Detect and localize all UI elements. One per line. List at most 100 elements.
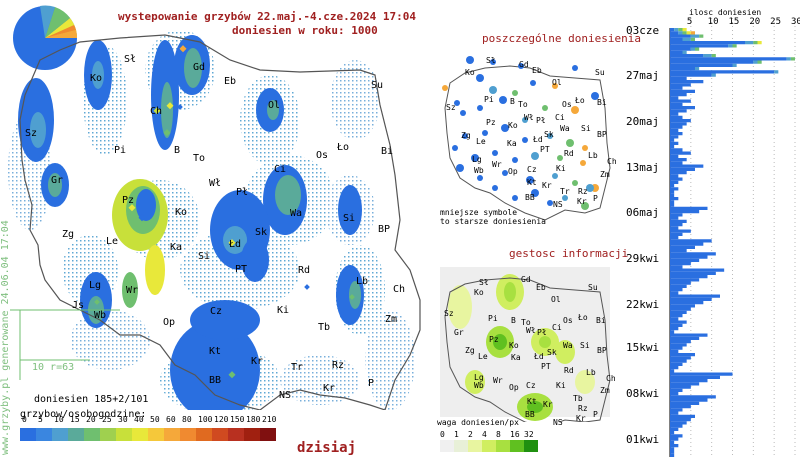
histogram-bar xyxy=(703,54,712,58)
weight-value: 2 xyxy=(468,430,473,439)
histogram-bar xyxy=(774,70,779,74)
histogram-bar xyxy=(670,242,704,246)
city-label: Os xyxy=(562,100,572,109)
histogram-bar xyxy=(757,41,762,45)
histogram-bar xyxy=(670,187,679,191)
city-label: Ko xyxy=(465,68,475,77)
city-label: Wr xyxy=(126,285,139,296)
city-label: Zm xyxy=(600,170,610,179)
city-label: Ło xyxy=(575,96,585,105)
city-label: Eb xyxy=(224,76,237,87)
date-label: 27maj xyxy=(626,69,660,82)
city-label: BB xyxy=(209,375,222,386)
city-label: Kt xyxy=(527,178,537,187)
city-label: Rd xyxy=(564,149,574,158)
histogram-bar xyxy=(670,41,745,45)
x-tick-label: 20 xyxy=(749,17,761,27)
legend-value: 60 xyxy=(166,415,176,424)
histogram-bar xyxy=(670,54,704,58)
histogram-bar xyxy=(670,158,687,162)
report-dot xyxy=(566,139,574,147)
report-dot xyxy=(586,184,594,192)
city-label: Kr xyxy=(323,383,336,394)
report-dot xyxy=(512,90,518,96)
city-label: Rd xyxy=(298,265,311,276)
city-label: Su xyxy=(588,283,598,292)
histogram-bar xyxy=(732,44,737,48)
city-label: Su xyxy=(595,68,605,77)
city-label: To xyxy=(193,153,206,164)
report-dot xyxy=(502,170,508,176)
city-label: Ko xyxy=(509,341,519,350)
histogram-bar xyxy=(670,151,691,155)
city-label: NS xyxy=(279,390,292,401)
date-label: 15kwi xyxy=(626,341,660,354)
legend-note-1: mniejsze symbole xyxy=(440,208,518,217)
city-label: Ch xyxy=(150,106,163,117)
report-dot xyxy=(580,160,586,166)
histogram-bar xyxy=(670,154,679,158)
weight-value: 0 xyxy=(440,430,445,439)
date-label: 13maj xyxy=(626,161,660,174)
histogram-bar xyxy=(670,76,687,80)
city-label: B xyxy=(510,97,515,106)
histogram-bar xyxy=(670,44,729,48)
histogram-bar xyxy=(670,379,708,383)
city-label: Bi xyxy=(596,316,606,325)
city-label: NS xyxy=(553,200,563,209)
city-label: Ch xyxy=(607,157,617,166)
histogram-bar xyxy=(670,440,675,444)
x-tick-label: 10 xyxy=(707,17,719,27)
city-label: Sł xyxy=(479,278,489,287)
histogram-bar xyxy=(670,330,675,334)
histogram-bar xyxy=(670,336,700,340)
city-label: To xyxy=(521,318,531,327)
city-label: Kr xyxy=(576,414,586,423)
today-label: dzisiaj xyxy=(297,440,357,456)
histogram-bar xyxy=(670,161,683,165)
histogram-bar xyxy=(670,346,683,350)
report-dot xyxy=(547,200,553,206)
histogram-bar xyxy=(670,138,675,142)
city-label: Pł xyxy=(537,328,547,337)
histogram-bar xyxy=(670,145,675,149)
legend-swatch xyxy=(52,428,68,441)
histogram-bar xyxy=(670,167,695,171)
date-label: 08kwi xyxy=(626,387,660,400)
histogram-bar xyxy=(711,54,716,58)
page-subtitle: doniesien w roku: 1000 xyxy=(232,24,378,37)
histogram-bar xyxy=(670,226,679,230)
legend-value: 10 xyxy=(54,415,64,424)
poland-border xyxy=(19,34,421,410)
city-label: Wr xyxy=(492,160,502,169)
weight-swatch xyxy=(440,440,454,452)
report-dot xyxy=(526,176,534,184)
histogram-bar xyxy=(670,210,700,214)
histogram-bar xyxy=(670,356,691,360)
histogram-bar xyxy=(670,34,691,38)
report-dot xyxy=(531,189,539,197)
report-dot xyxy=(522,117,528,123)
legend-value: 100 xyxy=(198,415,213,424)
histogram-bar xyxy=(786,57,791,61)
city-label: Łd xyxy=(533,135,543,144)
city-label: Lg xyxy=(474,373,484,382)
city-label: Kr xyxy=(542,181,552,190)
legend-value: 120 xyxy=(214,415,229,424)
city-label: Sł xyxy=(486,56,496,65)
histogram-bar xyxy=(670,89,695,93)
city-label: Ko xyxy=(474,288,484,297)
histogram-bar xyxy=(670,278,700,282)
histogram-bar xyxy=(670,80,704,84)
report-dot xyxy=(581,202,589,210)
report-dot xyxy=(547,133,553,139)
histogram-bar xyxy=(670,190,675,194)
histogram-bar xyxy=(678,31,683,35)
report-dot xyxy=(489,86,497,94)
city-label: Gr xyxy=(51,175,64,186)
histogram-bar xyxy=(682,28,687,32)
date-label: 29kwi xyxy=(626,252,660,265)
histogram-bar xyxy=(670,366,679,370)
report-dot xyxy=(471,154,479,162)
legend-swatch xyxy=(212,428,228,441)
